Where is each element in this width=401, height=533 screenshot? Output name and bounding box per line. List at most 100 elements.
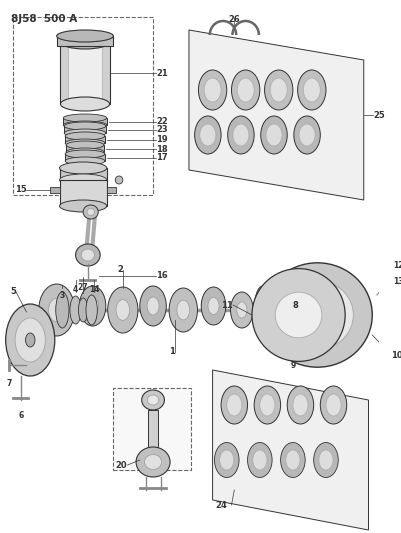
Ellipse shape [66,141,104,149]
Ellipse shape [63,121,107,129]
Bar [59,168,107,180]
Bar [57,36,113,46]
Ellipse shape [169,288,197,332]
Text: 22: 22 [156,117,168,126]
Ellipse shape [65,157,105,165]
Text: 2: 2 [117,265,123,274]
Text: 26: 26 [229,15,240,24]
Ellipse shape [66,148,104,156]
Ellipse shape [26,333,35,347]
Ellipse shape [254,286,271,334]
Ellipse shape [200,124,216,146]
Ellipse shape [215,442,239,478]
Ellipse shape [281,442,305,478]
Text: 16: 16 [156,271,168,280]
Ellipse shape [49,298,65,322]
Ellipse shape [263,263,372,367]
Ellipse shape [75,244,100,266]
Ellipse shape [231,292,253,328]
Text: 14: 14 [89,286,100,295]
Ellipse shape [83,205,98,219]
Ellipse shape [79,298,88,322]
Ellipse shape [148,395,159,405]
Bar [113,388,191,470]
Ellipse shape [116,300,130,320]
Text: 19: 19 [156,135,168,144]
Ellipse shape [136,447,170,477]
Ellipse shape [287,386,314,424]
Ellipse shape [201,287,226,325]
Ellipse shape [237,302,247,318]
Text: 25: 25 [373,110,385,119]
Ellipse shape [115,176,123,184]
Ellipse shape [221,386,247,424]
Ellipse shape [320,386,347,424]
Ellipse shape [144,455,162,470]
Bar [63,118,107,125]
Ellipse shape [259,300,266,320]
Ellipse shape [64,129,106,137]
Ellipse shape [15,318,45,362]
Ellipse shape [194,116,221,154]
Text: 27: 27 [78,282,89,292]
Ellipse shape [108,287,138,333]
Ellipse shape [261,116,287,154]
Ellipse shape [142,390,164,410]
Ellipse shape [252,269,345,361]
Ellipse shape [303,78,320,102]
Text: 11: 11 [221,301,233,310]
Text: 7: 7 [7,378,12,387]
Bar [65,154,105,161]
Ellipse shape [147,297,159,315]
Ellipse shape [59,200,107,212]
Ellipse shape [87,297,99,315]
Text: 3: 3 [60,290,65,300]
Text: 4: 4 [73,286,78,295]
Ellipse shape [87,208,95,215]
Bar [50,187,59,193]
Ellipse shape [64,122,106,130]
Text: 12: 12 [393,261,401,270]
Ellipse shape [220,450,234,470]
Ellipse shape [254,386,281,424]
Ellipse shape [299,124,315,146]
Ellipse shape [6,304,55,376]
Bar [148,410,158,452]
Ellipse shape [233,124,249,146]
Ellipse shape [198,70,227,110]
Bar [66,145,104,152]
Bar [64,126,106,133]
Ellipse shape [282,281,353,349]
Ellipse shape [231,70,260,110]
Ellipse shape [314,442,338,478]
Bar [68,42,102,104]
Ellipse shape [56,292,69,328]
Ellipse shape [253,450,267,470]
Bar [61,42,109,104]
Ellipse shape [298,70,326,110]
Polygon shape [189,30,364,200]
Bar [65,136,105,143]
Ellipse shape [63,114,107,122]
Ellipse shape [65,132,105,140]
Bar [13,17,153,195]
Bar [107,187,116,193]
Ellipse shape [319,450,333,470]
Text: 17: 17 [156,154,168,163]
Ellipse shape [61,35,109,49]
Ellipse shape [237,78,254,102]
Text: 15: 15 [15,185,26,195]
Text: 24: 24 [215,500,227,510]
Ellipse shape [266,124,282,146]
Ellipse shape [65,150,105,158]
Ellipse shape [65,139,105,147]
Ellipse shape [59,174,107,186]
Text: 5: 5 [10,287,16,296]
Ellipse shape [326,394,341,416]
Text: 10: 10 [391,351,401,359]
Text: 18: 18 [156,144,168,154]
Text: 6: 6 [18,410,23,419]
Bar [59,180,107,206]
Ellipse shape [247,442,272,478]
Ellipse shape [294,116,320,154]
